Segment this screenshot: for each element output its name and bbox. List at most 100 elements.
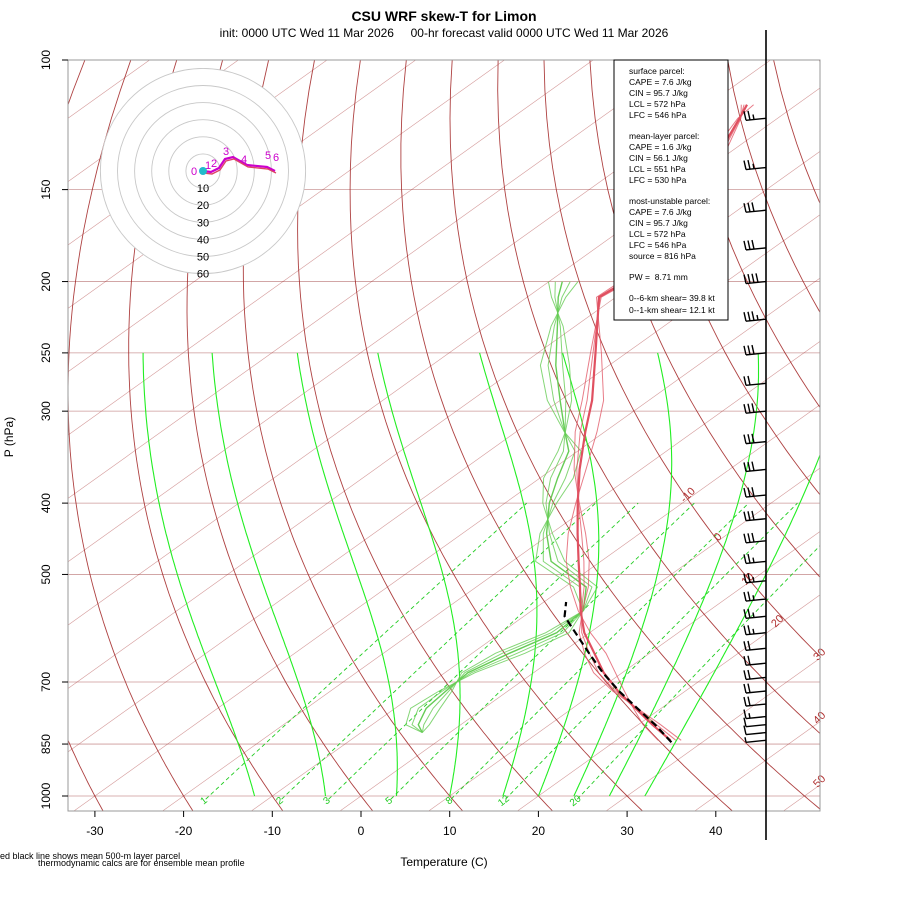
- hodograph-ring-label: 10: [197, 183, 209, 195]
- mixing-ratio-line: [450, 502, 750, 800]
- surface-lfc: LFC = 546 hPa: [629, 110, 687, 120]
- hodograph-point-label: 3: [223, 146, 229, 158]
- surface-cape: CAPE = 7.6 J/kg: [629, 77, 692, 87]
- dry-adiabat-line: [349, 60, 644, 811]
- surface-parcel-title: surface parcel:: [629, 66, 685, 76]
- y-axis-label: P (hPa): [2, 417, 16, 457]
- mixing-ratio-label: 20: [568, 793, 584, 809]
- temperature-tick-label: 30: [620, 824, 634, 838]
- hodograph-ring: [151, 119, 255, 223]
- isotherm-line: [339, 467, 820, 811]
- isotherm-line: [516, 594, 820, 811]
- moist-adiabat-line: [573, 352, 673, 797]
- x-axis-label: Temperature (C): [400, 855, 487, 869]
- dry-adiabat-line: [681, 60, 820, 409]
- dewpoint-member-line: [405, 281, 584, 734]
- dry-adiabat-line: [773, 60, 820, 205]
- wind-barb: [743, 375, 767, 387]
- dry-adiabat-line: [242, 60, 464, 811]
- most-unstable-cape: CAPE = 7.6 J/kg: [629, 207, 692, 217]
- temperature-tick-label: 10: [443, 824, 457, 838]
- hodograph-trace-member: [203, 158, 277, 175]
- dry-adiabat-line: [497, 60, 820, 735]
- mixing-ratio-line: [576, 545, 820, 800]
- wind-barb: [743, 717, 767, 728]
- most-unstable-source: source = 816 hPa: [629, 251, 696, 261]
- dry-adiabat-line: [589, 60, 820, 578]
- dewpoint-member-line: [421, 281, 593, 733]
- dry-adiabat-line: [449, 60, 820, 810]
- hodograph-ring-label: 50: [197, 252, 209, 264]
- isotherm-line: [68, 60, 594, 436]
- mean-layer-cape: CAPE = 1.6 J/kg: [629, 142, 692, 152]
- pressure-tick-label: 250: [39, 343, 53, 363]
- surface-lcl: LCL = 572 hPa: [629, 99, 686, 109]
- background-grid: [68, 60, 900, 812]
- wind-barb: [743, 311, 767, 322]
- isotherm-line: [68, 60, 505, 373]
- wind-barb: [743, 625, 767, 636]
- mixing-ratio-label: 1: [199, 795, 211, 807]
- hodograph-point-label: 6: [273, 152, 279, 164]
- isotherm-line: [68, 60, 771, 563]
- dry-adiabat-line: [68, 60, 194, 811]
- precipitable-water: PW = 8.71 mm: [629, 272, 688, 282]
- info-box: surface parcel: CAPE = 7.6 J/kg CIN = 95…: [613, 59, 729, 321]
- pressure-tick-label: 150: [39, 179, 53, 199]
- temperature-tick-label: -10: [264, 824, 282, 838]
- hodograph-point-label: 5: [265, 150, 271, 162]
- dry-adiabat-line: [865, 60, 900, 812]
- isotherm-label: 20: [769, 613, 786, 630]
- hodograph-ring: [99, 67, 307, 275]
- hodograph-ring-label: 30: [197, 217, 209, 229]
- wind-barbs: [743, 110, 767, 743]
- hodograph-point-label: 2: [211, 158, 217, 170]
- wind-barb: [743, 239, 767, 251]
- mean-layer-cin: CIN = 56.1 J/kg: [629, 153, 688, 163]
- wind-barb: [743, 487, 767, 498]
- footnote-parcel: ed black line shows mean 500-m layer par…: [0, 851, 180, 861]
- hodograph-point-label: 1: [205, 160, 211, 172]
- chart-title: CSU WRF skew-T for Limon: [351, 8, 536, 24]
- pressure-tick-label: 700: [39, 672, 53, 692]
- wind-barb: [743, 573, 767, 584]
- hodograph-point-label: 4: [241, 154, 247, 166]
- isotherm-line: [162, 341, 820, 811]
- hodograph-ring-label: 60: [197, 269, 209, 281]
- wind-barb: [743, 709, 767, 720]
- wind-barb: [743, 640, 767, 652]
- dewpoint-member-line: [411, 281, 584, 733]
- most-unstable-lcl: LCL = 572 hPa: [629, 229, 686, 239]
- isotherm-line: [782, 784, 820, 811]
- shear-0-6km: 0--6-km shear= 39.8 kt: [629, 293, 715, 303]
- temperature-tick-label: 0: [358, 824, 365, 838]
- temperature-tick-label: -20: [175, 824, 193, 838]
- wind-barb: [743, 159, 767, 171]
- dry-adiabat-line: [297, 60, 554, 811]
- isotherm-line: [68, 60, 682, 499]
- wind-barb: [743, 344, 767, 356]
- pressure-tick-label: 200: [39, 271, 53, 291]
- pressure-axis: 100 150 200 250 300 400 500 700 850 1000: [39, 50, 68, 809]
- temperature-tick-label: 40: [709, 824, 723, 838]
- dry-adiabat-line: [400, 60, 734, 811]
- wind-barb: [743, 273, 767, 285]
- shear-0-1km: 0--1-km shear= 12.1 kt: [629, 305, 715, 315]
- parcel-line: [563, 601, 673, 743]
- wind-barb: [743, 110, 767, 121]
- mean-layer-title: mean-layer parcel:: [629, 131, 699, 141]
- pressure-tick-label: 500: [39, 564, 53, 584]
- wind-barb: [743, 683, 767, 694]
- mixing-ratio-label: 3: [321, 795, 333, 807]
- pressure-tick-label: 1000: [39, 782, 53, 809]
- wind-barb: [743, 532, 767, 544]
- pressure-tick-label: 850: [39, 734, 53, 754]
- wind-barb: [743, 510, 767, 522]
- isotherm-label: 0: [712, 531, 725, 544]
- moist-adiabat-line: [479, 352, 538, 797]
- moist-adiabat-line: [608, 352, 760, 797]
- wind-barb: [743, 591, 767, 602]
- mixing-ratio-line: [328, 502, 639, 800]
- isotherm-line: [605, 657, 820, 811]
